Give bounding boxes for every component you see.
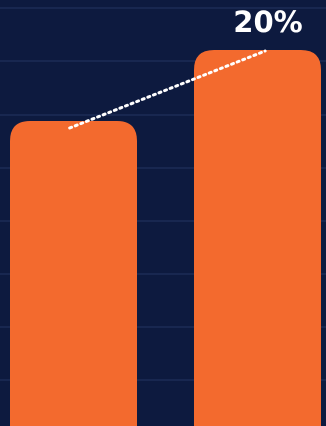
growth-percent-label: 20% <box>233 5 302 39</box>
bar-1 <box>10 121 137 426</box>
growth-trend-line <box>68 49 267 130</box>
bar-2 <box>194 50 321 426</box>
chart-bars <box>10 50 321 426</box>
